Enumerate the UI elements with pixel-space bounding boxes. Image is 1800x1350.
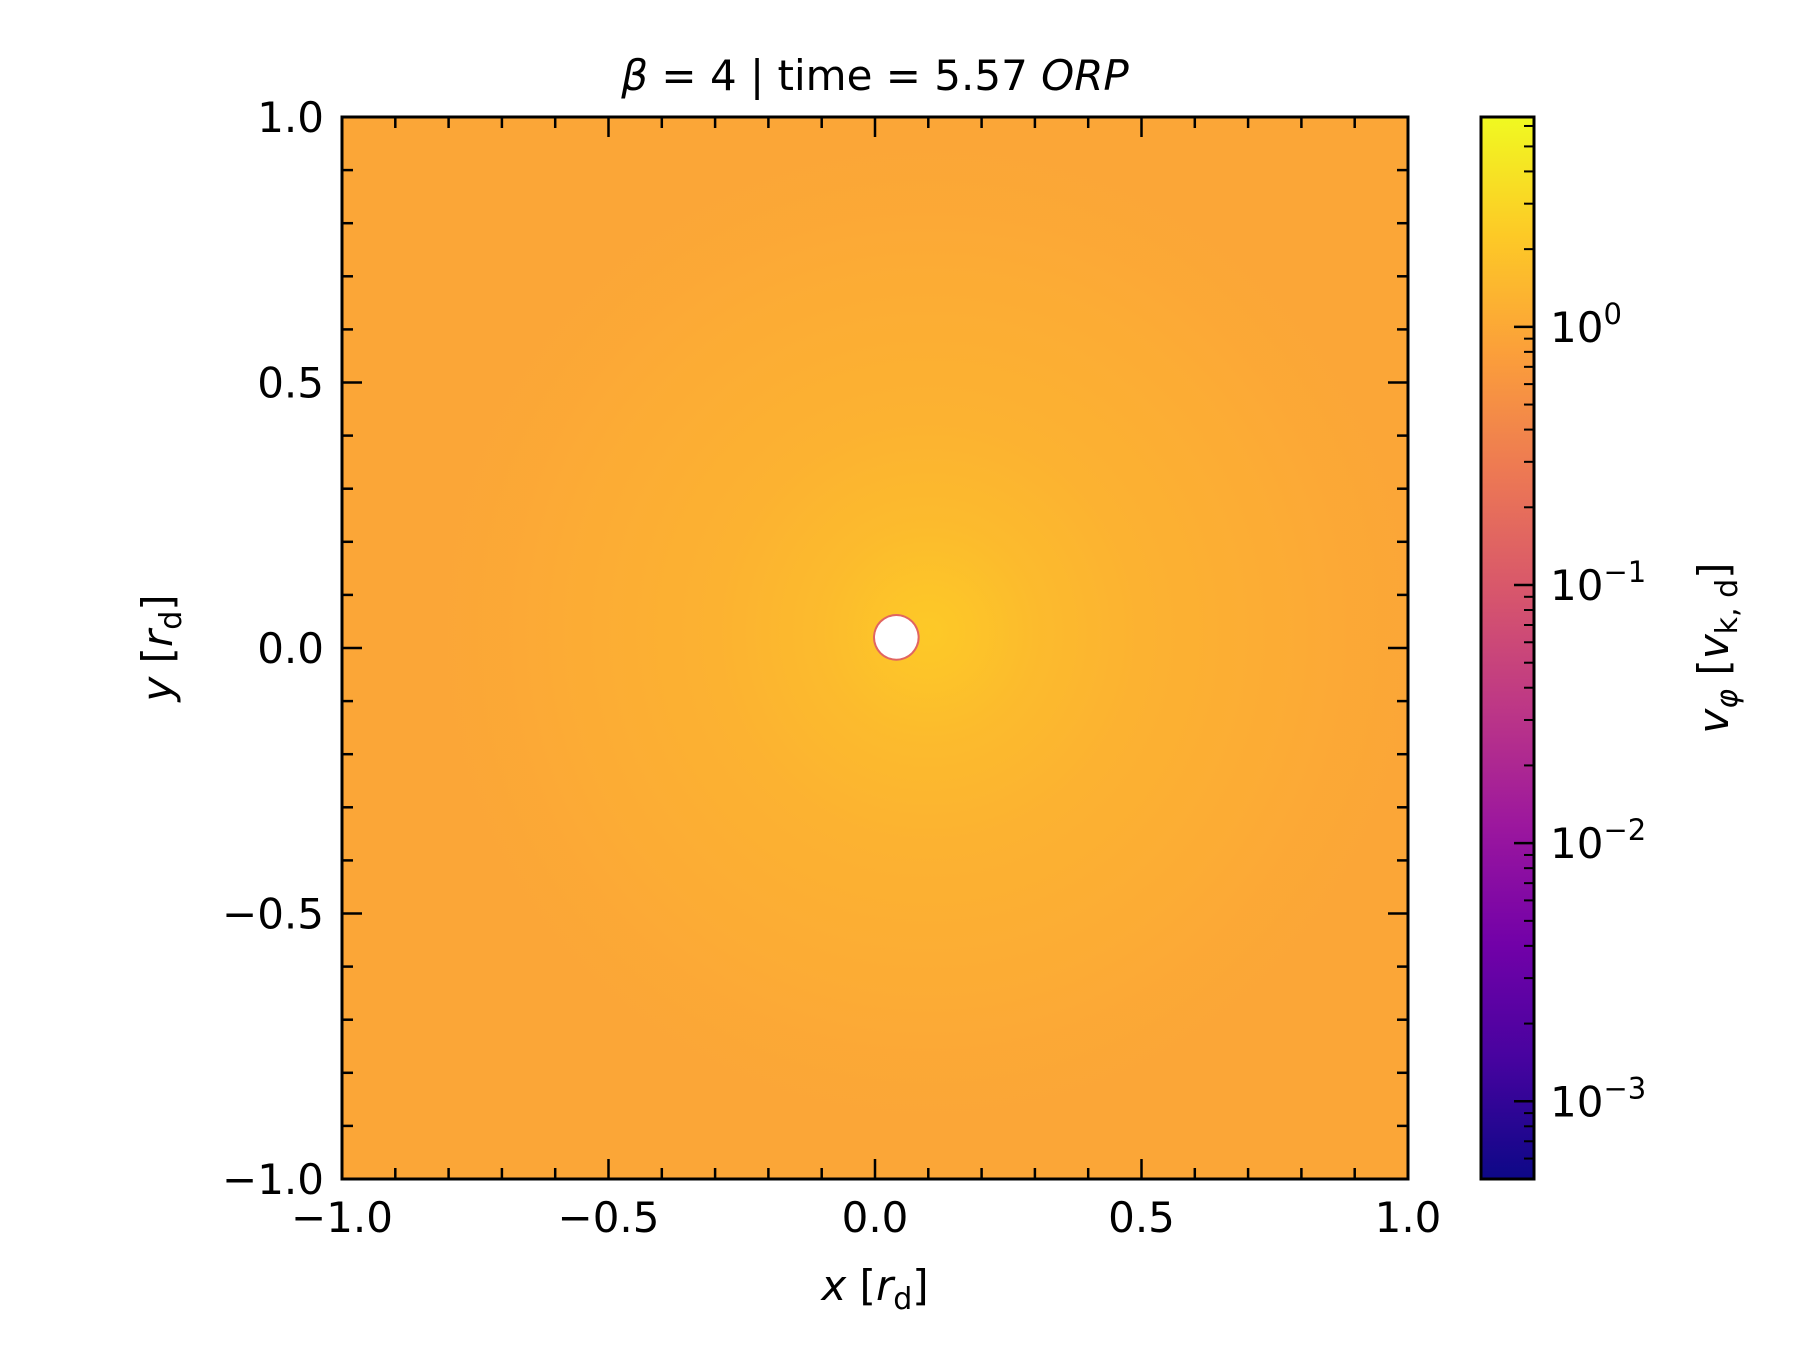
colorbar-label-var-sub: φ bbox=[1710, 689, 1745, 709]
x-tick-label: 0.0 bbox=[842, 1193, 909, 1242]
colorbar-tick-exp: −2 bbox=[1603, 813, 1646, 847]
colorbar-label-open: [ bbox=[1689, 659, 1738, 689]
excised-region bbox=[875, 616, 918, 659]
x-tick-label: 0.5 bbox=[1108, 1193, 1175, 1242]
x-tick-labels: −1.0 −0.5 0.0 0.5 1.0 bbox=[291, 1193, 1441, 1242]
colorbar-label-close: ] bbox=[1689, 562, 1738, 578]
colorbar-tick-base: 10 bbox=[1550, 1077, 1603, 1126]
y-tick-label: 0.5 bbox=[257, 359, 324, 408]
colorbar-frame bbox=[1479, 115, 1536, 1181]
title-unit: ORP bbox=[1041, 51, 1129, 100]
colorbar-bar bbox=[1481, 117, 1534, 1179]
colorbar-tick-label: 100 bbox=[1550, 297, 1622, 352]
plot-frame bbox=[340, 115, 1410, 1181]
y-axis-open: [ bbox=[133, 647, 182, 677]
x-axis-unit: r bbox=[876, 1261, 896, 1310]
x-axis-unit-sub: d bbox=[893, 1282, 912, 1317]
x-axis-open: [ bbox=[846, 1261, 876, 1310]
colorbar-label-unit-sub: k, d bbox=[1710, 579, 1745, 635]
colorbar-label-unit: v bbox=[1689, 633, 1738, 659]
x-tick-label: −0.5 bbox=[558, 1193, 660, 1242]
title-main: = 4 | time = 5.57 bbox=[648, 51, 1041, 100]
colorbar-tick-base: 10 bbox=[1550, 561, 1603, 610]
colorbar-tick-exp: −3 bbox=[1603, 1071, 1646, 1105]
y-axis-label: y [rd] bbox=[133, 594, 189, 703]
colorbar-tick-base: 10 bbox=[1550, 303, 1603, 352]
colorbar-tick-label: 10−1 bbox=[1550, 555, 1646, 610]
y-tick-label: −1.0 bbox=[222, 1155, 324, 1204]
x-tick-label: 1.0 bbox=[1375, 1193, 1442, 1242]
x-axis-close: ] bbox=[912, 1261, 928, 1310]
y-axis-var: y bbox=[133, 676, 182, 704]
colorbar-tick-label: 10−2 bbox=[1550, 813, 1646, 868]
colorbar-label-var: v bbox=[1689, 708, 1738, 734]
plot-area bbox=[340, 115, 1410, 1181]
y-tick-label: 0.0 bbox=[257, 624, 324, 673]
field-glow bbox=[342, 117, 1408, 1179]
colorbar-tick-exp: 0 bbox=[1603, 297, 1621, 331]
colorbar-ticks bbox=[1514, 124, 1534, 1180]
y-axis-unit-sub: d bbox=[154, 611, 189, 630]
y-axis-close: ] bbox=[133, 594, 182, 610]
x-axis-label: x [rd] bbox=[819, 1261, 928, 1317]
colorbar-tick-exp: −1 bbox=[1603, 555, 1646, 589]
y-axis-unit: r bbox=[133, 627, 182, 647]
y-tick-labels: −1.0 −0.5 0.0 0.5 1.0 bbox=[222, 93, 324, 1204]
chart-title: β = 4 | time = 5.57 ORP bbox=[620, 51, 1129, 100]
x-axis-var: x bbox=[819, 1261, 847, 1310]
y-tick-label: 1.0 bbox=[257, 93, 324, 142]
y-tick-label: −0.5 bbox=[222, 890, 324, 939]
title-beta: β bbox=[620, 51, 648, 100]
colorbar-tick-base: 10 bbox=[1550, 819, 1603, 868]
colorbar-tick-label: 10−3 bbox=[1550, 1071, 1646, 1126]
x-tick-label: −1.0 bbox=[291, 1193, 393, 1242]
colorbar-label: vφ [vk, d] bbox=[1689, 562, 1745, 733]
